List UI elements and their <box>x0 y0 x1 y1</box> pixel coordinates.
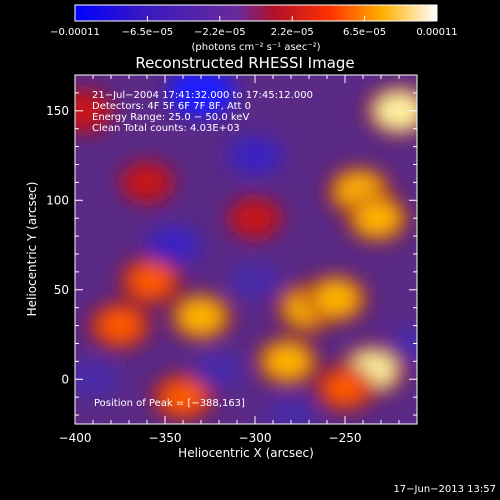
heatmap-source-bright <box>128 263 173 298</box>
heatmap-source-dim <box>228 261 282 300</box>
heatmap-source-bright <box>235 203 275 234</box>
heatmap-source-dim <box>390 324 417 363</box>
annotation-time: 21−Jul−2004 17:41:32.000 to 17:45:12.000 <box>92 90 313 101</box>
timestamp: 17−Jun−2013 13:57 <box>393 484 496 495</box>
annotation-detectors: Detectors: 4F 5F 6F 7F 8F, Att 0 <box>92 101 251 112</box>
colorbar <box>74 4 438 22</box>
colorbar-tick-label: −6.5e−05 <box>122 27 174 38</box>
heatmap-source-dim <box>167 75 235 117</box>
x-tick-label: −350 <box>149 431 182 445</box>
y-axis-tick-labels: 0 50 100 150 <box>46 104 69 386</box>
heatmap-source-bright <box>265 343 310 379</box>
heatmap-source-bright <box>75 95 105 127</box>
x-axis-tick-labels: −400 −350 −300 −250 <box>59 431 362 445</box>
annotation-energy: Energy Range: 25.0 − 50.0 keV <box>92 112 249 123</box>
y-axis-label: Heliocentric Y (arcsec) <box>25 182 39 317</box>
x-tick-label: −400 <box>59 431 92 445</box>
heatmap-source-bright <box>127 167 167 198</box>
x-axis-ticks <box>74 75 418 424</box>
heatmap-source-bright <box>98 308 142 343</box>
heatmap-source-bright <box>313 281 359 317</box>
colorbar-unit-label: (photons cm⁻² s⁻¹ asec⁻²) <box>191 42 320 53</box>
colorbar-tick-label: −0.00011 <box>50 27 100 38</box>
heatmap-source-dim <box>193 351 245 389</box>
colorbar-tick-label: 0.00011 <box>416 27 457 38</box>
heatmap-source-bright <box>323 371 367 405</box>
x-axis-label: Heliocentric X (arcsec) <box>178 446 314 460</box>
y-tick-label: 150 <box>46 104 69 118</box>
chart-title: Reconstructed RHESSI Image <box>135 54 354 72</box>
x-tick-label: −300 <box>239 431 272 445</box>
heatmap-sources <box>75 75 417 424</box>
heatmap-source-bright <box>178 299 224 334</box>
heatmap-area <box>75 75 417 424</box>
colorbar-tick-label: 6.5e−05 <box>343 27 386 38</box>
colorbar-tick-label: −2.2e−05 <box>194 27 246 38</box>
annotation-counts: Clean Total counts: 4.03E+03 <box>92 123 240 134</box>
y-tick-label: 100 <box>46 193 69 207</box>
heatmap-source-bright <box>161 380 205 415</box>
heatmap-source-bright <box>375 92 417 129</box>
peak-position-label: Position of Peak = [−388,163] <box>94 398 245 409</box>
x-tick-label: −250 <box>329 431 362 445</box>
y-axis-ticks <box>75 74 417 416</box>
heatmap-source-bright <box>355 200 400 236</box>
y-tick-label: 0 <box>61 372 69 386</box>
heatmap-source-dim <box>75 360 120 399</box>
colorbar-tick-labels: −0.00011 −6.5e−05 −2.2e−05 2.2e−05 6.5e−05 0.… <box>50 27 458 38</box>
colorbar-tick-label: 2.2e−05 <box>271 27 314 38</box>
plot-frame <box>74 74 418 425</box>
heatmap-source-dim <box>227 135 283 176</box>
heatmap-source-dim <box>146 225 202 265</box>
colorbar-ticks <box>74 16 438 21</box>
y-tick-label: 50 <box>54 283 69 297</box>
heatmap-source-dim <box>265 397 317 424</box>
